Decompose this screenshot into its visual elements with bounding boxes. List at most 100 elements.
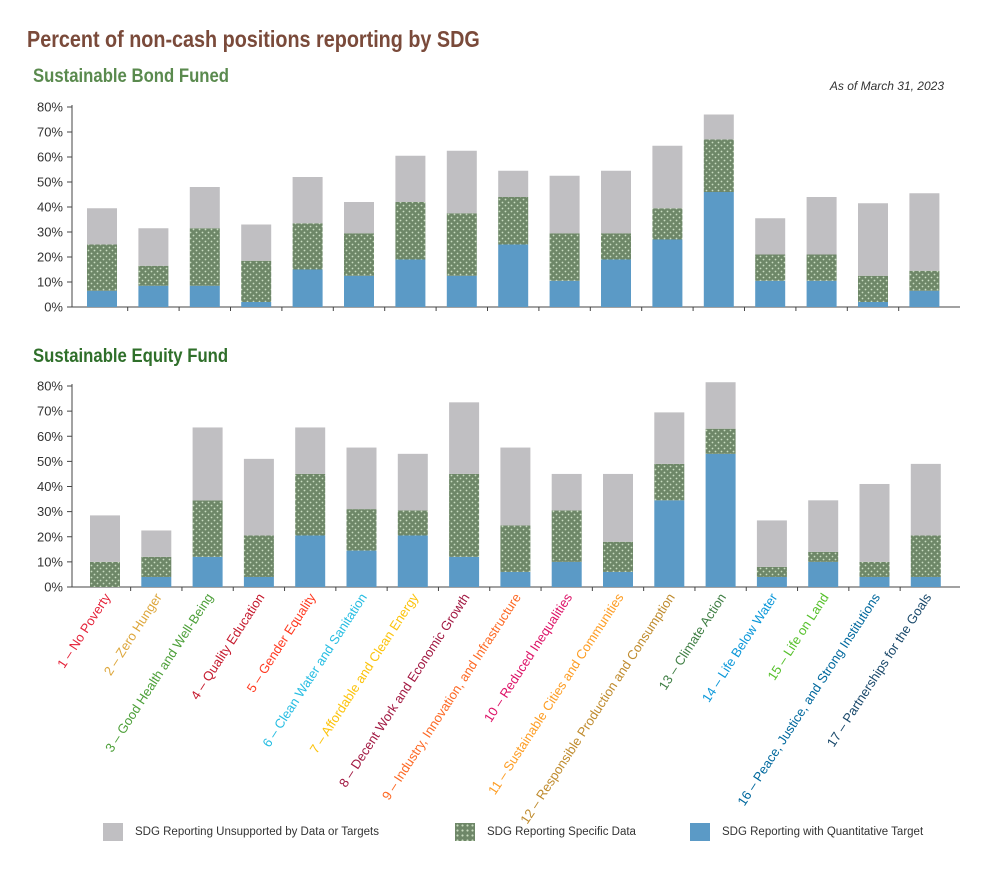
equity-bar-unsupported-5: [295, 427, 326, 474]
sdg-label-7: 7 – Affordable and Clean Energy: [307, 590, 422, 756]
bond-bar-specific-1: [87, 244, 117, 291]
bond-y-tick-label: 0%: [44, 300, 63, 315]
bond-bar-quantitative-4: [241, 302, 272, 307]
bond-bar-quantitative-14: [755, 280, 786, 307]
equity-bar-specific-5: [295, 473, 326, 536]
equity-bar-unsupported-11: [603, 473, 633, 542]
bond-y-tick-label: 10%: [37, 275, 63, 290]
equity-y-tick-label: 20%: [37, 529, 63, 544]
bond-bar-quantitative-1: [87, 290, 117, 307]
equity-bar-quantitative-17: [910, 576, 941, 587]
equity-bar-quantitative-4: [243, 576, 274, 587]
equity-bar-specific-11: [603, 541, 633, 572]
legend-label-specific: SDG Reporting Specific Data: [487, 826, 636, 838]
bond-bar-quantitative-5: [292, 269, 323, 307]
equity-bar-quantitative-7: [397, 535, 428, 587]
bond-bar-specific-5: [292, 223, 323, 270]
bond-bar-unsupported-5: [292, 177, 323, 224]
bond-bar-unsupported-2: [138, 228, 169, 266]
equity-bar-unsupported-16: [859, 483, 890, 562]
equity-bar-quantitative-13: [705, 453, 736, 587]
legend-swatch-quantitative: [690, 823, 710, 841]
equity-bar-unsupported-12: [654, 412, 685, 464]
equity-bar-unsupported-10: [551, 473, 582, 511]
bond-bar-quantitative-10: [549, 280, 580, 307]
equity-y-tick-label: 70%: [37, 404, 63, 419]
equity-bar-specific-13: [705, 428, 736, 454]
equity-bar-quantitative-9: [500, 571, 531, 587]
bond-bar-unsupported-16: [858, 203, 888, 276]
equity-bar-unsupported-4: [243, 458, 274, 536]
equity-bar-unsupported-3: [192, 427, 223, 501]
bond-bar-unsupported-13: [703, 114, 734, 140]
equity-y-tick-label: 60%: [37, 429, 63, 444]
bond-bar-specific-9: [498, 197, 529, 245]
bond-bar-quantitative-2: [138, 285, 169, 307]
bond-bar-specific-3: [189, 228, 220, 286]
equity-bar-unsupported-9: [500, 447, 531, 526]
equity-bar-unsupported-2: [141, 530, 172, 557]
bond-bar-unsupported-11: [601, 170, 631, 234]
equity-bar-quantitative-5: [295, 535, 326, 587]
bond-bar-quantitative-6: [344, 275, 374, 307]
bond-bar-quantitative-9: [498, 244, 529, 307]
equity-bar-unsupported-15: [808, 500, 839, 552]
equity-bar-quantitative-12: [654, 500, 685, 587]
sdg-label-10: 10 – Reduced Inequalities: [481, 590, 576, 725]
equity-bar-quantitative-11: [603, 571, 633, 587]
equity-bar-specific-15: [808, 551, 839, 562]
legend-label-quantitative: SDG Reporting with Quantitative Target: [722, 826, 924, 838]
sdg-label-6: 6 – Clean Water and Sanitation: [259, 590, 370, 749]
equity-bar-quantitative-3: [192, 556, 223, 587]
equity-bar-unsupported-13: [705, 382, 736, 429]
bond-bar-quantitative-3: [189, 285, 220, 307]
equity-bar-specific-8: [449, 473, 480, 557]
bond-bar-unsupported-8: [446, 150, 477, 214]
bond-y-tick-label: 40%: [37, 200, 63, 215]
equity-fund-chart: 0% 10% 20% 30% 40% 50% 60% 70% 80%: [37, 379, 960, 595]
bond-bar-specific-17: [909, 270, 940, 291]
equity-bar-quantitative-8: [449, 556, 480, 587]
bond-y-tick-label: 60%: [37, 150, 63, 165]
bond-bar-unsupported-6: [344, 202, 374, 234]
equity-bar-specific-12: [654, 463, 685, 501]
equity-fund-title: Sustainable Equity Fund: [33, 346, 229, 367]
bond-bar-specific-11: [601, 233, 631, 260]
equity-bar-specific-4: [243, 535, 274, 577]
bond-bar-specific-2: [138, 265, 169, 286]
bond-bar-unsupported-12: [652, 145, 683, 209]
equity-bar-specific-10: [551, 510, 582, 562]
sdg-label-3: 3 – Good Health and Well-Being: [102, 590, 216, 754]
legend-item-specific: SDG Reporting Specific Data: [455, 822, 636, 842]
bond-y-tick-label: 20%: [37, 250, 63, 265]
bond-bar-unsupported-9: [498, 170, 529, 197]
equity-bar-quantitative-2: [141, 576, 172, 587]
equity-y-tick-label: 80%: [37, 379, 63, 394]
bond-y-tick-label: 30%: [37, 225, 63, 240]
bond-bar-specific-6: [344, 233, 374, 276]
legend-label-unsupported: SDG Reporting Unsupported by Data or Tar…: [135, 826, 379, 838]
equity-bar-quantitative-16: [859, 576, 890, 587]
equity-bar-specific-1: [90, 561, 120, 587]
bond-bar-unsupported-10: [549, 175, 580, 234]
equity-bar-quantitative-14: [756, 576, 787, 587]
equity-bar-specific-7: [397, 510, 428, 536]
legend-swatch-unsupported: [103, 823, 123, 841]
bond-bar-specific-14: [755, 254, 786, 281]
equity-bar-unsupported-8: [449, 402, 480, 474]
bond-bar-specific-8: [446, 213, 477, 276]
bond-bar-quantitative-12: [652, 239, 683, 307]
bond-bar-unsupported-3: [189, 187, 220, 229]
equity-y-tick-label: 50%: [37, 454, 63, 469]
bond-bar-unsupported-14: [755, 218, 786, 255]
equity-bar-specific-14: [756, 566, 787, 577]
legend-item-quantitative: SDG Reporting with Quantitative Target: [690, 822, 923, 842]
page-title: Percent of non-cash positions reporting …: [27, 26, 480, 52]
bond-bar-unsupported-15: [806, 197, 837, 255]
sdg-label-1: 1 – No Poverty: [54, 590, 114, 671]
bond-bar-specific-10: [549, 233, 580, 281]
bond-bar-specific-4: [241, 260, 272, 302]
equity-bar-specific-6: [346, 509, 377, 551]
bond-bar-unsupported-17: [909, 193, 940, 271]
